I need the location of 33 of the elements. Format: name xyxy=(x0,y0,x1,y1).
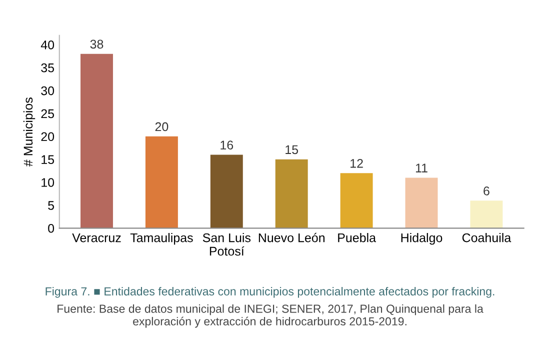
bar xyxy=(145,136,178,228)
y-tick-label: 25 xyxy=(41,109,54,118)
bar xyxy=(275,159,308,228)
data-label: 11 xyxy=(416,164,428,172)
y-tick-label: 0 xyxy=(48,224,54,233)
data-label: 38 xyxy=(90,40,104,49)
x-tick-label: Hidalgo xyxy=(401,233,442,245)
data-label: 15 xyxy=(286,145,298,154)
text: Figura 7. ■ Entidades federativas con municipios potencialmente afectados por fracking. xyxy=(46,286,494,298)
bar xyxy=(340,173,373,228)
source-note: Fuente: Base de datos municipal de INEGI; SENER, 2017, Plan Quinquenal para la exploración y extracción de hidrocarburos 2015-2019. xyxy=(58,304,484,328)
y-tick-label: 15 xyxy=(42,155,54,164)
x-tick-label: Veracruz xyxy=(72,233,121,242)
bar xyxy=(405,178,438,228)
x-tick-label: San Luis Potosí xyxy=(202,233,251,256)
x-tick-label: Tamaulipas xyxy=(130,233,193,245)
y-tick-label: 35 xyxy=(41,63,54,72)
y-tick-label: 5 xyxy=(48,201,54,210)
bar xyxy=(80,54,113,228)
bar xyxy=(470,200,503,228)
x-tick-label: Coahuila xyxy=(462,233,512,242)
x-tick-label: Puebla xyxy=(338,233,376,242)
data-label: 12 xyxy=(350,159,363,168)
y-tick-label: 30 xyxy=(41,86,54,96)
data-label: 20 xyxy=(155,122,168,132)
data-label: 16 xyxy=(220,140,234,150)
y-tick-label: 40 xyxy=(40,40,54,50)
y-tick-label: 10 xyxy=(42,178,54,187)
bar xyxy=(210,154,243,228)
y-tick-label: 20 xyxy=(41,132,54,142)
x-tick-label: Nuevo León xyxy=(258,232,324,242)
data-label: 6 xyxy=(484,186,490,196)
y-axis-title: # Municipios xyxy=(23,98,36,166)
